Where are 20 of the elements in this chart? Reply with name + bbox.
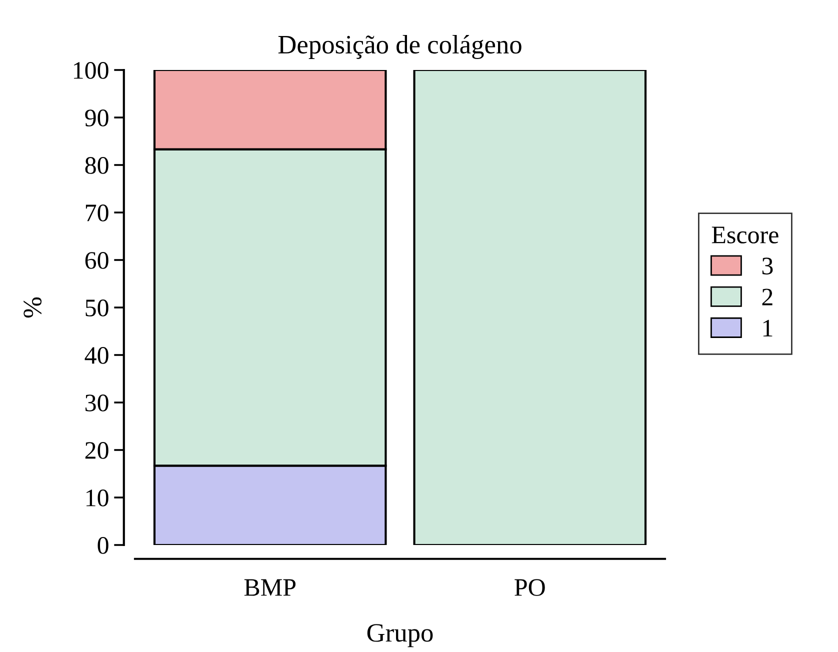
y-axis-title: % [24, 297, 42, 318]
x-tick-label: PO [514, 579, 545, 596]
y-tick-label: 40 [84, 347, 108, 364]
legend-title: Escore [712, 226, 778, 244]
y-tick-label: 10 [86, 490, 108, 506]
y-tick-label: 100 [74, 62, 108, 79]
y-tick-label: 30 [86, 394, 108, 412]
chart-title: Deposição de colágeno [278, 34, 522, 60]
y-tick-label: 80 [85, 157, 108, 174]
x-tick-label: BMP [244, 579, 296, 596]
y-tick-label: 70 [86, 204, 108, 222]
x-axis-title: Grupo [367, 624, 433, 648]
legend-label: 2 [762, 288, 772, 306]
y-tick-label: 60 [85, 252, 108, 269]
y-tick-label: 0 [98, 537, 108, 554]
legend-label: 1 [763, 320, 772, 336]
y-tick-label: 20 [85, 442, 108, 459]
y-tick-label: 50 [86, 300, 108, 316]
legend-label: 3 [762, 258, 773, 274]
y-tick-label: 90 [85, 110, 108, 126]
